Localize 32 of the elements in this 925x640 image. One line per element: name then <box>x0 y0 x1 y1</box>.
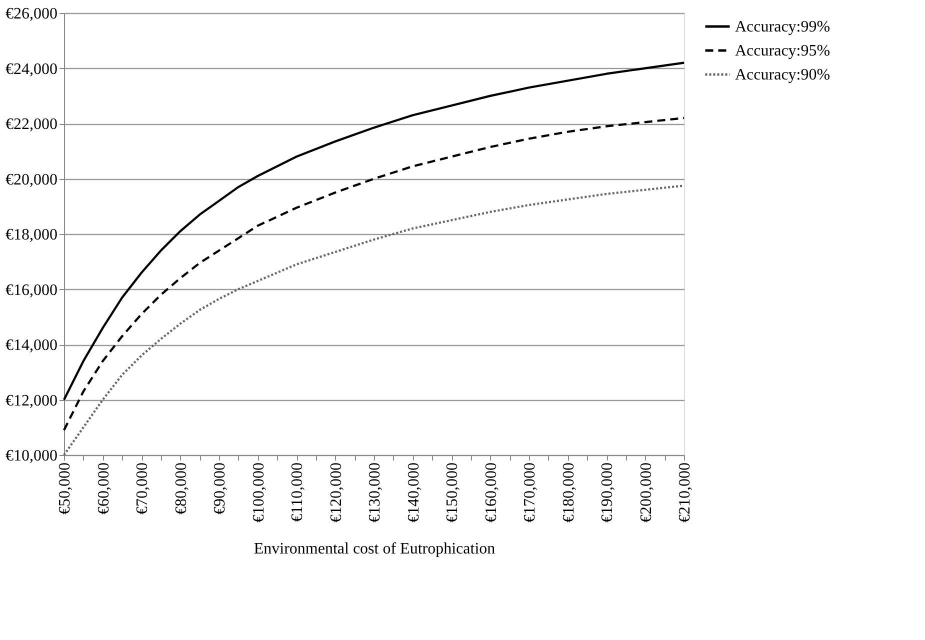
x-tick-label: €90,000 <box>212 462 228 514</box>
x-tick-label: €150,000 <box>444 462 461 522</box>
x-tick-label: €110,000 <box>289 462 306 522</box>
x-tick-label: €160,000 <box>482 462 500 522</box>
line-series <box>62 116 686 432</box>
y-tick-label: €24,000 <box>6 60 58 78</box>
legend-label: Accuracy:90% <box>735 66 830 84</box>
legend-label: Accuracy:95% <box>735 42 830 60</box>
legend-label: Accuracy:99% <box>735 18 830 36</box>
x-tick-label: €140,000 <box>405 462 422 522</box>
line-series <box>62 62 686 401</box>
y-tick-label: €16,000 <box>6 282 58 299</box>
x-axis-title: Environmental cost of Eutrophication <box>254 540 496 558</box>
x-tick-label: €120,000 <box>328 462 345 522</box>
y-tick-label: €20,000 <box>6 171 58 188</box>
x-tick-label: €130,000 <box>366 462 384 522</box>
x-tick-label: €100,000 <box>250 462 268 522</box>
y-tick-label: €18,000 <box>6 226 58 244</box>
y-tick-label: €14,000 <box>6 337 58 354</box>
x-tick-label: €210,000 <box>676 462 694 522</box>
y-tick-label: €12,000 <box>6 392 58 410</box>
x-tick-label: €50,000 <box>56 462 74 514</box>
y-tick-label: €10,000 <box>6 448 58 464</box>
y-tick-label: €22,000 <box>6 116 58 133</box>
x-tick-label: €180,000 <box>560 462 578 522</box>
x-tick-label: €170,000 <box>522 462 538 522</box>
x-tick-label: €190,000 <box>599 462 616 522</box>
y-tick-label: €26,000 <box>6 6 58 22</box>
x-tick-label: €70,000 <box>134 462 151 514</box>
x-tick-label: €60,000 <box>95 462 112 514</box>
x-tick-label: €200,000 <box>638 462 655 522</box>
x-tick-label: €80,000 <box>172 462 190 514</box>
